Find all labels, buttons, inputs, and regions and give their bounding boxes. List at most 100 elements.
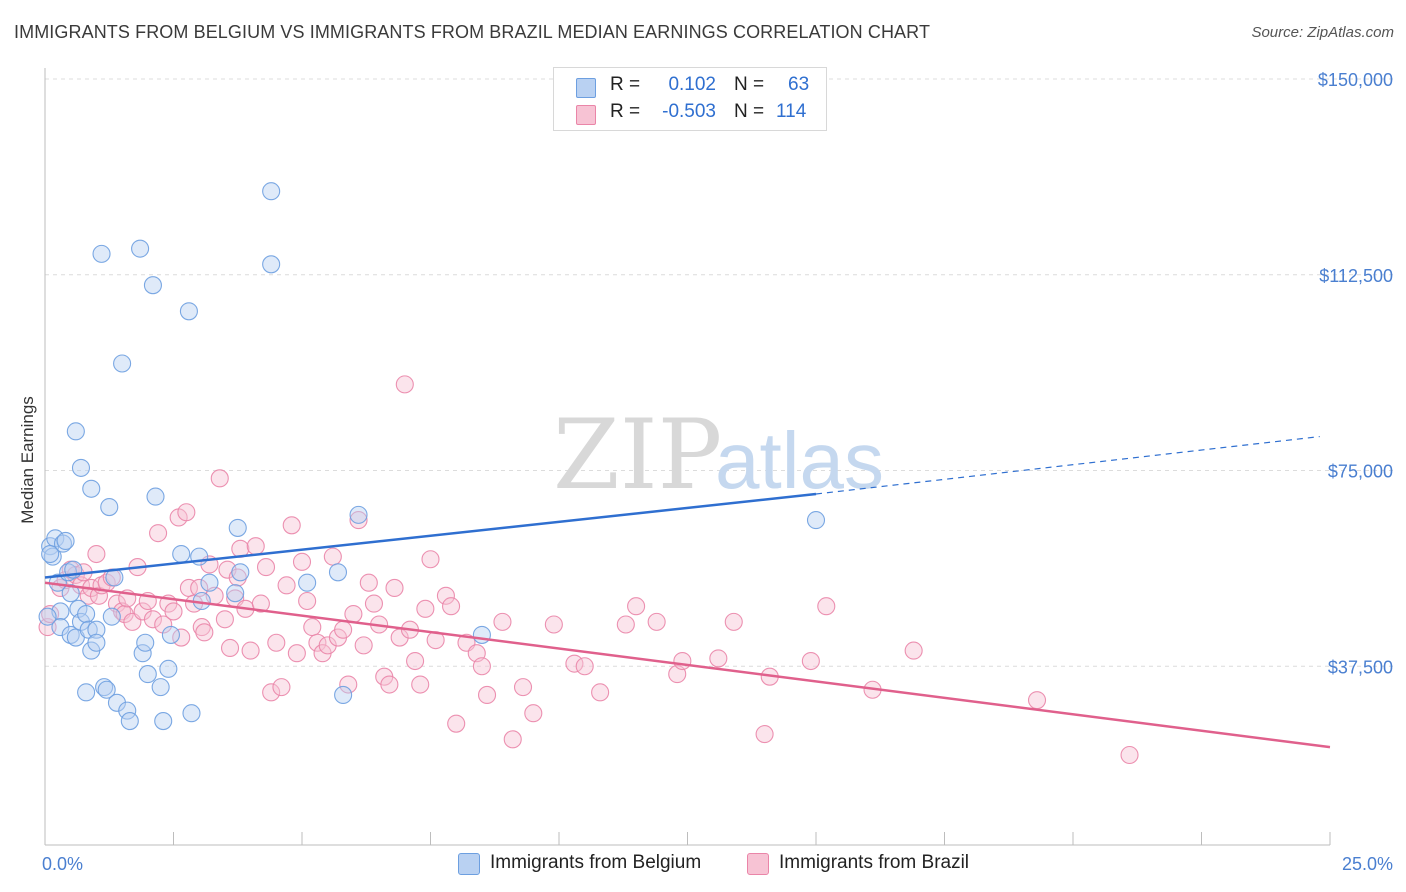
belgium-point — [77, 683, 96, 702]
brazil-point — [277, 576, 296, 595]
brazil-point — [416, 599, 435, 618]
belgium-point — [226, 584, 245, 603]
y-tick-label: $112,500 — [1319, 266, 1393, 286]
belgium-point — [41, 544, 60, 564]
legend-r-value: -0.503 — [662, 101, 716, 122]
brazil-point — [210, 469, 229, 488]
brazil-legend-label: Immigrants from Brazil — [779, 852, 970, 873]
brazil-point — [442, 597, 461, 616]
brazil-point — [41, 604, 60, 624]
brazil-point — [447, 714, 466, 733]
belgium-point — [231, 563, 250, 582]
brazil-point — [262, 683, 281, 702]
brazil-point — [323, 547, 342, 566]
brazil-point — [292, 552, 312, 571]
brazil-point — [724, 612, 743, 631]
belgium-point — [38, 607, 57, 626]
brazil-point — [192, 618, 211, 637]
brazil-point — [303, 618, 322, 637]
brazil-point — [904, 641, 923, 660]
legend-r-label: R = — [610, 74, 641, 95]
tick-labels: $37,500 $75,000 $112,500 $150,000 0.0% 25.0% — [42, 70, 1393, 874]
brazil-point — [287, 644, 306, 663]
brazil-point — [220, 638, 240, 658]
belgium-point — [92, 244, 111, 263]
belgium-legend-swatch — [458, 853, 480, 875]
legend-n-label: N = — [734, 101, 765, 122]
belgium-point — [472, 625, 491, 644]
belgium-point — [133, 644, 152, 663]
belgium-point — [349, 505, 368, 524]
x-tick-label: 0.0% — [42, 854, 83, 874]
brazil-point — [334, 620, 353, 639]
belgium-point — [118, 701, 137, 720]
series-brazil — [38, 375, 1139, 765]
brazil-point — [411, 675, 430, 694]
belgium-point — [262, 255, 281, 274]
brazil-point — [228, 568, 247, 587]
brazil-point — [143, 610, 162, 629]
legend-n-value: 114 — [776, 101, 807, 122]
belgium-point — [334, 685, 353, 705]
belgium-swatch — [576, 78, 596, 98]
belgium-point — [61, 625, 80, 644]
belgium-point — [298, 573, 317, 592]
belgium-trend-line — [44, 492, 817, 579]
brazil-point — [380, 675, 399, 694]
brazil-point — [282, 516, 301, 535]
gridlines — [45, 78, 1395, 667]
brazil-point — [1027, 691, 1047, 710]
belgium-point — [120, 712, 139, 731]
brazil-point — [241, 641, 260, 660]
brazil-point — [308, 633, 327, 652]
belgium-point — [53, 534, 73, 553]
brazil-point — [406, 651, 425, 671]
legend-row-brazil: R = -0.503 N = 114 — [554, 101, 826, 127]
brazil-point — [251, 594, 270, 613]
brazil-point — [616, 615, 635, 634]
brazil-point — [354, 636, 373, 655]
watermark-atlas: atlas — [715, 416, 884, 505]
belgium-point — [151, 678, 170, 697]
brazil-point — [647, 612, 666, 631]
belgium-point — [262, 182, 281, 201]
belgium-point — [161, 625, 180, 644]
belgium-point — [43, 547, 62, 566]
belgium-point — [179, 302, 198, 321]
brazil-point — [154, 615, 173, 634]
brazil-point — [627, 597, 646, 616]
brazil-point — [436, 586, 455, 605]
belgium-point — [102, 607, 121, 626]
brazil-point — [272, 678, 291, 697]
belgium-point — [806, 511, 826, 530]
belgium-point — [87, 620, 106, 639]
brazil-point — [298, 591, 317, 611]
brazil-point — [395, 375, 414, 394]
brazil-point — [565, 654, 584, 673]
correlation-legend: R = 0.102 N = 63 R = -0.503 N = 114 — [553, 67, 827, 131]
belgium-point — [97, 680, 116, 699]
brazil-point — [364, 594, 384, 613]
legend-r-label: R = — [610, 101, 641, 122]
belgium-point — [138, 665, 157, 684]
brazil-point — [87, 544, 106, 564]
x-tick-label: 25.0% — [1342, 854, 1393, 874]
brazil-point — [673, 651, 692, 671]
brazil-point — [544, 615, 563, 634]
belgium-point — [328, 563, 348, 582]
watermark-zip: ZIP — [553, 399, 722, 511]
brazil-point — [709, 649, 728, 668]
brazil-swatch — [576, 105, 596, 125]
brazil-point — [256, 558, 276, 577]
brazil-point — [817, 597, 836, 616]
belgium-point — [95, 678, 114, 697]
brazil-point — [493, 612, 512, 631]
belgium-point — [100, 497, 119, 517]
source-label: Source: ZipAtlas.com — [1251, 24, 1394, 41]
series-belgium — [38, 182, 826, 731]
belgium-point — [56, 531, 75, 551]
brazil-point — [177, 503, 196, 522]
brazil-point — [385, 578, 404, 598]
belgium-point — [154, 712, 173, 731]
brazil-point — [755, 725, 774, 744]
